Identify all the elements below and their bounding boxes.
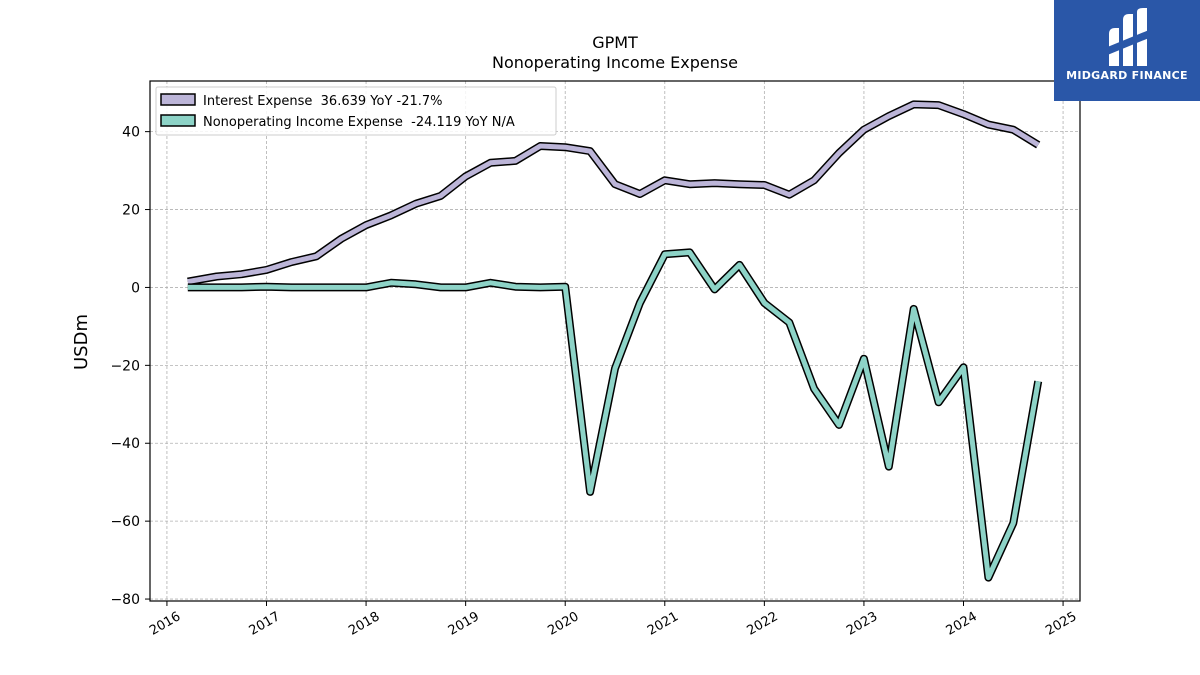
y-tick-label: 40	[122, 125, 140, 141]
y-tick-label: −20	[110, 358, 140, 374]
series-line-0	[187, 101, 1040, 285]
logo-text: MIDGARD FINANCE	[1066, 69, 1188, 82]
y-tick-label: −40	[110, 436, 140, 452]
y-tick-label: −60	[110, 514, 140, 530]
chart-subtitle: Nonoperating Income Expense	[492, 53, 738, 72]
series-layer	[187, 100, 1043, 582]
legend-box	[155, 86, 557, 136]
y-tick-label: −80	[110, 592, 140, 608]
legend-swatch-nonoperating-income-expense	[160, 114, 196, 127]
legend-label-interest-expense: Interest Expense 36.639 YoY -21.7%	[203, 94, 443, 109]
legend-label-nonoperating-income-expense: Nonoperating Income Expense -24.119 YoY …	[203, 115, 515, 130]
legend: Interest Expense 36.639 YoY -21.7% Nonop…	[155, 86, 557, 136]
plot-frame	[149, 80, 1081, 602]
logo-mark-icon	[1105, 8, 1149, 66]
brand-logo: MIDGARD FINANCE	[1054, 0, 1200, 101]
chart-title: GPMT	[592, 33, 638, 52]
y-tick-label: 0	[131, 280, 140, 296]
legend-swatch-interest-expense	[160, 93, 196, 106]
series-line-1	[187, 249, 1041, 581]
y-tick-label: 20	[122, 203, 140, 219]
y-axis-label: USDm	[71, 314, 92, 370]
